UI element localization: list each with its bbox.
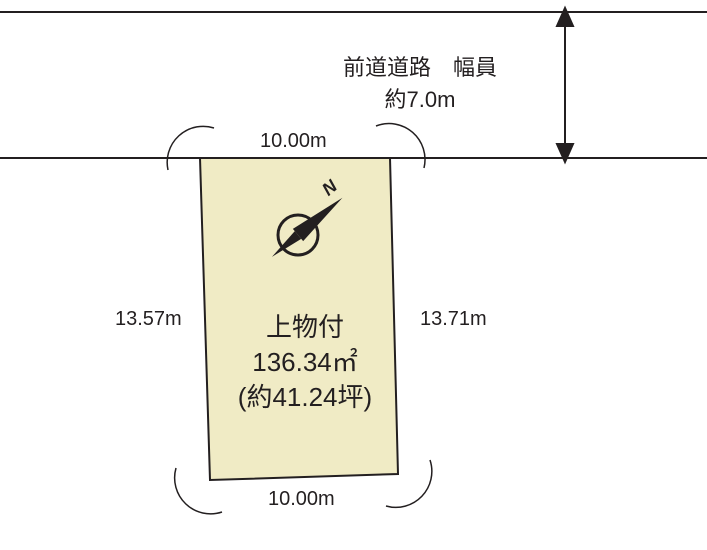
dim-right: 13.71m xyxy=(420,308,487,331)
dim-bottom: 10.00m xyxy=(268,488,335,511)
lot-label-line2: 136.34㎡ xyxy=(252,347,358,377)
lot-label: 上物付 136.34㎡ (約41.24坪) xyxy=(205,310,405,415)
road-label-line1: 前道道路 幅員 xyxy=(343,55,497,80)
lot-label-line3: (約41.24坪) xyxy=(238,382,372,412)
road-label: 前道道路 幅員 約7.0m xyxy=(300,50,540,114)
road-label-line2: 約7.0m xyxy=(385,87,456,112)
dim-left: 13.57m xyxy=(115,308,182,331)
road-width-arrow xyxy=(557,8,573,162)
lot-label-line1: 上物付 xyxy=(266,312,344,342)
dim-top: 10.00m xyxy=(260,130,327,153)
